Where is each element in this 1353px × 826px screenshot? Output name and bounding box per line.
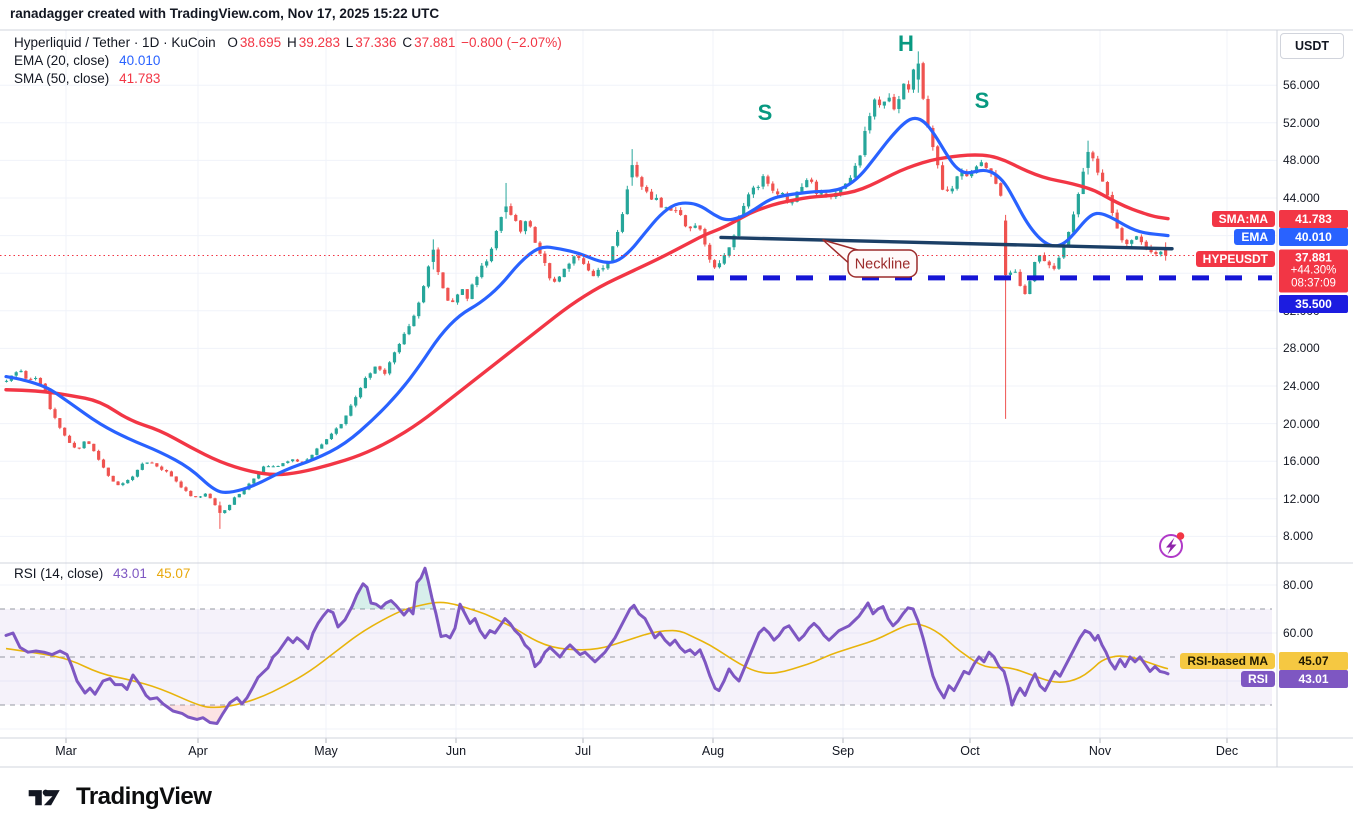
sma-legend-row[interactable]: SMA (50, close) 41.783	[14, 70, 564, 87]
price-tick-label: 56.000	[1283, 78, 1320, 93]
legend: Hyperliquid / Tether · 1D · KuCoin O 38.6…	[14, 34, 564, 88]
neckline-trendline[interactable]	[719, 235, 1174, 251]
symbol-price-badge: 37.881 +44.30% 08:37:09	[1279, 249, 1348, 293]
close-value: 37.881	[414, 35, 456, 50]
change-value: −0.800 (−2.07%)	[461, 35, 562, 50]
currency-button[interactable]: USDT	[1280, 33, 1344, 59]
bar-countdown: 08:37:09	[1291, 277, 1336, 290]
left-shoulder-label: S	[757, 100, 773, 125]
month-tick-label: Jun	[445, 744, 467, 758]
support-level-badge: 35.500	[1279, 295, 1348, 313]
sma-line[interactable]	[4, 153, 1170, 477]
tradingview-logo-text: TradingView	[76, 783, 212, 810]
close-key: C	[402, 35, 413, 50]
price-tick-label: 8.000	[1283, 529, 1314, 544]
month-tick-label: Nov	[1088, 744, 1112, 758]
rsi-ma-badge: 45.07	[1279, 652, 1348, 670]
candlestick-series	[4, 51, 1168, 529]
attribution-text: ranadagger created with TradingView.com,…	[10, 6, 440, 21]
low-value: 37.336	[355, 35, 397, 50]
high-value: 39.283	[298, 35, 340, 50]
price-tick-label: 48.000	[1283, 153, 1320, 168]
rsi-band	[0, 608, 1272, 706]
low-key: L	[345, 35, 354, 50]
ema-line[interactable]	[4, 116, 1170, 494]
sma-price-pill: SMA:MA	[1211, 211, 1275, 227]
neckline-callout[interactable]: Neckline	[822, 239, 918, 278]
rsi-tick-label: 80.00	[1283, 578, 1314, 592]
symbol-legend-row[interactable]: Hyperliquid / Tether · 1D · KuCoin O 38.6…	[14, 34, 564, 51]
rsi-ma-pill: RSI-based MA	[1180, 653, 1275, 669]
price-tick-label: 52.000	[1283, 115, 1320, 130]
ema-price-pill: EMA	[1234, 229, 1275, 245]
month-tick-label: Oct	[960, 744, 980, 758]
change-percent: +44.30%	[1290, 264, 1337, 277]
high-key: H	[286, 35, 297, 50]
symbol-price-pill: HYPEUSDT	[1195, 251, 1275, 267]
ema-label: EMA (20, close)	[14, 53, 110, 68]
open-key: O	[227, 35, 238, 50]
month-tick-label: Sep	[831, 744, 855, 758]
price-tick-label: 24.000	[1283, 379, 1320, 393]
month-tick-label: Aug	[701, 744, 725, 758]
head-label: H	[898, 31, 914, 56]
symbol-title: Hyperliquid / Tether · 1D · KuCoin	[14, 35, 216, 50]
rsi-oversold-fill	[164, 705, 229, 724]
rsi-overbought-fill	[350, 568, 913, 609]
price-tick-label: 20.000	[1283, 416, 1320, 431]
price-tick-label: 28.000	[1283, 341, 1320, 356]
rsi-ma-line[interactable]	[5, 601, 1169, 709]
sma-value: 41.783	[119, 71, 161, 86]
flash-icon[interactable]	[1159, 532, 1185, 558]
last-price: 37.881	[1295, 250, 1332, 265]
rsi-pill: RSI	[1240, 671, 1275, 687]
ema-value: 40.010	[119, 53, 161, 68]
price-tick-label: 12.000	[1283, 491, 1320, 506]
price-tick-label: 16.000	[1283, 454, 1320, 469]
rsi-badge: 43.01	[1279, 670, 1348, 688]
rsi-ma-value: 45.07	[156, 566, 191, 581]
ema-price-badge: 40.010	[1279, 228, 1348, 246]
open-value: 38.695	[239, 35, 282, 50]
month-tick-label: May	[314, 744, 338, 758]
rsi-value: 43.01	[113, 566, 147, 581]
rsi-label: RSI (14, close)	[14, 566, 104, 581]
price-tick-label: 44.000	[1283, 191, 1320, 205]
pane-frame	[0, 29, 1353, 768]
grid	[0, 30, 1277, 743]
month-tick-label: Jul	[575, 744, 591, 758]
tradingview-logo-mark	[28, 789, 60, 806]
month-tick-label: Apr	[188, 744, 208, 758]
neckline-callout-text: Neckline	[855, 257, 911, 273]
tradingview-logo[interactable]: TradingView	[28, 780, 212, 814]
rsi-tick-label: 60.00	[1283, 626, 1314, 640]
rsi-legend-row[interactable]: RSI (14, close) 43.01 45.07	[14, 566, 190, 581]
right-shoulder-label: S	[974, 88, 990, 113]
rsi-line[interactable]	[4, 566, 1170, 725]
month-tick-label: Mar	[55, 744, 77, 758]
ema-legend-row[interactable]: EMA (20, close) 40.010	[14, 52, 564, 69]
month-tick-label: Dec	[1215, 744, 1239, 758]
sma-price-badge: 41.783	[1279, 210, 1348, 228]
sma-label: SMA (50, close)	[14, 71, 110, 86]
